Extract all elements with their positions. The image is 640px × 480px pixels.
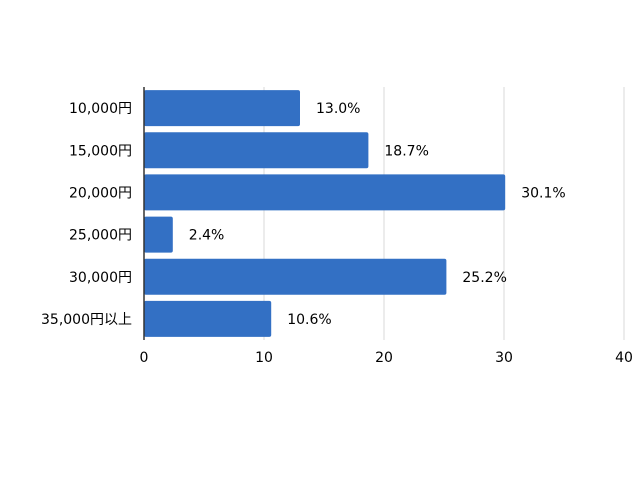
- category-labels: 10,000円 15,000円 20,000円 25,000円 30,000円 35,00…: [41, 101, 132, 328]
- data-labels: 13.0% 18.7% 30.1% 2.4% 25.2% 10.6%: [189, 101, 566, 328]
- category-label-5: 35,000円以上: [41, 312, 132, 328]
- data-label-0: 13.0%: [316, 101, 360, 117]
- bar-1: [144, 132, 369, 169]
- x-tick-label-20: 20: [375, 350, 393, 366]
- category-label-4: 30,000円: [69, 270, 132, 286]
- category-label-2: 20,000円: [69, 185, 132, 201]
- bar-5: [144, 300, 272, 337]
- x-tick-label-0: 0: [140, 350, 149, 366]
- x-tick-label-40: 40: [615, 350, 633, 366]
- gridlines: [263, 87, 625, 340]
- data-label-5: 10.6%: [287, 312, 331, 328]
- bar-0: [144, 90, 300, 127]
- data-label-1: 18.7%: [384, 143, 428, 159]
- data-label-3: 2.4%: [189, 228, 225, 244]
- category-label-1: 15,000円: [69, 143, 132, 159]
- data-label-2: 30.1%: [521, 185, 565, 201]
- x-tick-labels: 0 10 20 30 40: [140, 350, 633, 366]
- bar-4: [144, 258, 447, 295]
- bars: [144, 90, 506, 337]
- bar-2: [144, 174, 506, 211]
- data-label-4: 25.2%: [462, 270, 506, 286]
- x-tick-label-10: 10: [255, 350, 273, 366]
- category-label-3: 25,000円: [69, 228, 132, 244]
- x-tick-label-30: 30: [495, 350, 513, 366]
- category-label-0: 10,000円: [69, 101, 132, 117]
- bar-3: [144, 216, 173, 253]
